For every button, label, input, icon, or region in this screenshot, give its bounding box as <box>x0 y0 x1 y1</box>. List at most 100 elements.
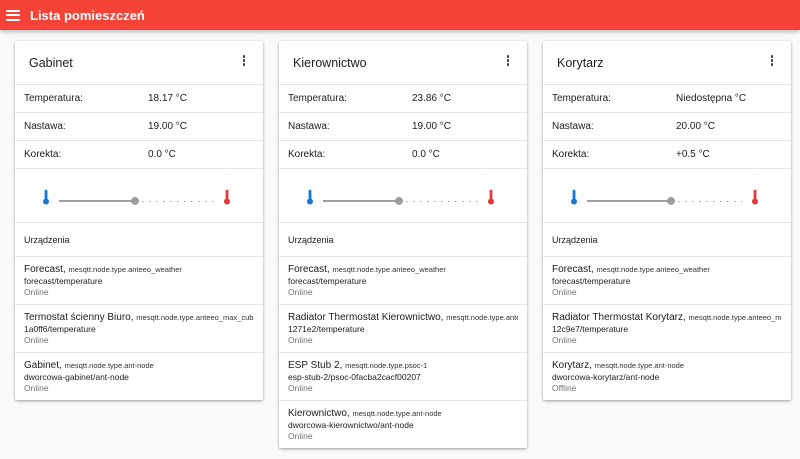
device-type: mesqtt.node.type.anteeo_weather <box>332 265 446 274</box>
slider-rest <box>134 200 214 202</box>
more-vert-icon[interactable] <box>503 54 513 68</box>
slider-rest <box>398 200 478 202</box>
slider-thumb[interactable] <box>394 197 403 205</box>
devices-header: Urządzenia <box>288 234 334 245</box>
thermometer-hot-icon <box>751 189 759 205</box>
device-item[interactable]: ESP Stub 2, mesqtt.node.type.psoc-1 esp-s… <box>279 352 527 400</box>
setpoint-value: 20.00 °C <box>676 121 716 132</box>
device-type: mesqtt.node.type.ant-node <box>594 361 685 370</box>
device-path: forecast/temperature <box>552 276 631 286</box>
correction-row: Korekta: 0.0 °C <box>15 141 263 169</box>
device-path: dworcowa-kierownictwo/ant-node <box>288 420 414 430</box>
thermometer-hot-icon <box>487 189 495 205</box>
device-path: esp-stub-2/psoc-0facba2cacf00207 <box>288 372 421 382</box>
temperature-row: Temperatura: 23.86 °C <box>279 85 527 113</box>
correction-label: Korekta: <box>288 149 326 160</box>
device-name: Radiator Thermostat Korytarz, <box>552 312 686 323</box>
device-name: Forecast, <box>552 264 594 275</box>
device-name: Forecast, <box>288 264 330 275</box>
correction-value: 0.0 °C <box>148 149 176 160</box>
device-status: Online <box>24 335 49 345</box>
device-item[interactable]: Radiator Thermostat Kierownictwo, mesqtt… <box>279 304 527 352</box>
correction-row: Korekta: 0.0 °C <box>279 141 527 169</box>
device-name: Radiator Thermostat Kierownictwo, <box>288 312 444 323</box>
more-vert-icon[interactable] <box>767 54 777 68</box>
device-item[interactable]: Gabinet, mesqtt.node.type.ant-node dworco… <box>15 352 263 400</box>
device-status: Online <box>24 383 49 393</box>
device-status: Online <box>288 287 313 297</box>
device-item[interactable]: Forecast, mesqtt.node.type.anteeo_weathe… <box>279 256 527 304</box>
device-path: forecast/temperature <box>24 276 103 286</box>
device-path: dworcowa-korytarz/ant-node <box>552 372 660 382</box>
device-status: Online <box>24 287 49 297</box>
device-status: Online <box>552 335 577 345</box>
temperature-row: Temperatura: Niedostępna °C <box>543 85 791 113</box>
device-name: ESP Stub 2, <box>288 360 343 371</box>
thermometer-hot-icon <box>223 189 231 205</box>
device-item[interactable]: Forecast, mesqtt.node.type.anteeo_weathe… <box>15 256 263 304</box>
device-path: 1a0ff6/temperature <box>24 324 96 334</box>
setpoint-slider <box>279 169 527 223</box>
device-name: Kierownictwo, <box>288 408 350 419</box>
device-type: mesqtt.node.type.ant-node <box>64 361 154 370</box>
thermometer-cold-icon <box>42 189 50 205</box>
card-header: Kierownictwo <box>279 41 527 85</box>
thermometer-cold-icon <box>570 189 578 205</box>
correction-label: Korekta: <box>552 149 590 160</box>
correction-label: Korekta: <box>24 149 62 160</box>
device-status: Online <box>552 287 577 297</box>
device-status: Online <box>288 335 313 345</box>
more-vert-icon[interactable] <box>239 54 249 68</box>
device-name: Termostat ścienny Biuro, <box>24 312 134 323</box>
setpoint-slider <box>15 169 263 223</box>
device-item[interactable]: Kierownictwo, mesqtt.node.type.ant-node d… <box>279 400 527 448</box>
thermometer-cold-icon <box>306 189 314 205</box>
temperature-label: Temperatura: <box>552 93 611 104</box>
device-type: mesqtt.node.type.psoc-1 <box>345 361 428 370</box>
slider-track[interactable] <box>587 197 742 205</box>
correction-value: +0.5 °C <box>676 149 710 160</box>
device-type: mesqtt.node.type.anteeo_max_cub <box>688 313 782 322</box>
menu-icon[interactable] <box>6 9 20 21</box>
temperature-label: Temperatura: <box>24 93 83 104</box>
room-card: Gabinet Temperatura: 18.17 °C Nastawa: 19.00… <box>15 41 263 400</box>
device-item[interactable]: Forecast, mesqtt.node.type.anteeo_weathe… <box>543 256 791 304</box>
setpoint-slider <box>543 169 791 223</box>
temperature-value: Niedostępna °C <box>676 93 747 104</box>
device-type: mesqtt.node.type.anteeo_max_cube <box>136 313 254 322</box>
slider-fill <box>323 200 399 202</box>
setpoint-label: Nastawa: <box>288 121 330 132</box>
device-path: dworcowa-gabinet/ant-node <box>24 372 129 382</box>
room-name: Kierownictwo <box>293 55 367 70</box>
device-item[interactable]: Termostat ścienny Biuro, mesqtt.node.typ… <box>15 304 263 352</box>
device-name: Forecast, <box>24 264 66 275</box>
setpoint-value: 19.00 °C <box>412 121 452 132</box>
devices-header: Urządzenia <box>552 234 598 245</box>
temperature-label: Temperatura: <box>288 93 347 104</box>
card-header: Korytarz <box>543 41 791 85</box>
device-type: mesqtt.node.type.anteeo_weather <box>68 265 182 274</box>
device-item[interactable]: Korytarz, mesqtt.node.type.ant-node dworc… <box>543 352 791 400</box>
slider-track[interactable] <box>323 197 478 205</box>
setpoint-row: Nastawa: 19.00 °C <box>15 113 263 141</box>
device-item[interactable]: Radiator Thermostat Korytarz, mesqtt.nod… <box>543 304 791 352</box>
device-type: mesqtt.node.type.anteeo_ma <box>446 313 518 322</box>
setpoint-value: 19.00 °C <box>148 121 188 132</box>
correction-value: 0.0 °C <box>412 149 440 160</box>
app-title: Lista pomieszczeń <box>30 7 145 23</box>
device-status: Online <box>288 431 313 441</box>
room-name: Gabinet <box>29 55 73 70</box>
device-path: 12c9e7/temperature <box>552 324 629 334</box>
room-name: Korytarz <box>557 55 604 70</box>
room-card: Kierownictwo Temperatura: 23.86 °C Nastawa:… <box>279 41 527 448</box>
slider-fill <box>587 200 671 202</box>
slider-thumb[interactable] <box>666 197 675 205</box>
temperature-value: 23.86 °C <box>412 93 452 104</box>
slider-thumb[interactable] <box>130 197 139 205</box>
correction-row: Korekta: +0.5 °C <box>543 141 791 169</box>
device-status: Online <box>288 383 313 393</box>
temperature-row: Temperatura: 18.17 °C <box>15 85 263 113</box>
temperature-value: 18.17 °C <box>148 93 188 104</box>
devices-header: Urządzenia <box>24 234 70 245</box>
slider-track[interactable] <box>59 197 214 205</box>
